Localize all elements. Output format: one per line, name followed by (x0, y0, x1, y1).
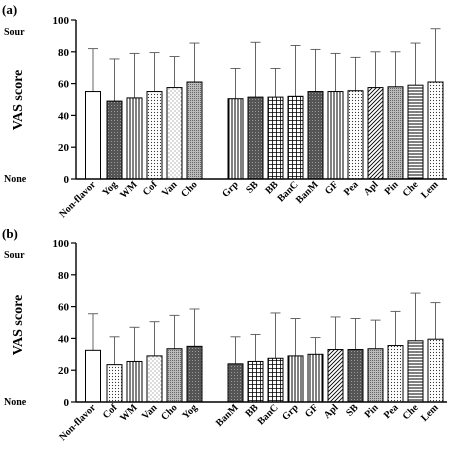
y-axis-title: VAS score (11, 70, 26, 131)
y-ticks: 0 20 40 60 80 100 (53, 238, 76, 409)
axes (75, 243, 447, 403)
y-bottom-label: None (4, 397, 27, 408)
bar (327, 91, 344, 180)
bar (186, 345, 203, 403)
category-label: Pea (342, 179, 361, 198)
category-label: Cho (159, 402, 179, 422)
category-label: Van (160, 179, 180, 199)
y-tick-label: 60 (58, 79, 70, 91)
bar (427, 81, 444, 180)
category-label: GF (323, 179, 341, 197)
category-label: Cof (101, 402, 120, 421)
category-label: Apl (362, 179, 381, 198)
bar (166, 87, 183, 180)
category-label: SB (244, 179, 261, 196)
category-label: Grp (220, 179, 241, 200)
y-axis-title: VAS score (11, 295, 26, 356)
bar (186, 81, 203, 180)
category-label: Cof (141, 179, 160, 198)
bar (347, 90, 364, 180)
panel-label: (a) (2, 2, 17, 17)
bars (85, 292, 444, 403)
bar (407, 340, 424, 403)
y-tick-label: 100 (53, 238, 70, 250)
category-label: WM (118, 179, 140, 201)
bar (367, 87, 384, 180)
bar (106, 364, 123, 403)
bar (126, 97, 143, 180)
category-label: BanM (294, 179, 321, 206)
bar (387, 345, 404, 403)
y-top-label: Sour (4, 27, 25, 38)
bar (126, 360, 143, 403)
bar (166, 348, 183, 403)
category-label: Che (401, 179, 421, 199)
category-label: Lem (419, 402, 441, 424)
bar (387, 86, 404, 180)
category-label: Pin (363, 402, 381, 420)
category-label: Pin (383, 179, 401, 197)
y-top-label: Sour (4, 250, 25, 261)
y-tick-label: 0 (64, 174, 70, 186)
bar (267, 357, 284, 403)
category-label: Grp (280, 402, 301, 423)
bar (307, 91, 324, 180)
axes (75, 20, 447, 180)
category-label: SB (344, 402, 361, 419)
y-tick-label: 60 (58, 302, 70, 314)
bars (85, 28, 444, 180)
y-tick-label: 40 (58, 110, 70, 122)
category-label: Yog (180, 402, 199, 421)
y-tick-label: 20 (58, 142, 70, 154)
category-label: BanM (214, 402, 241, 429)
category-label: BanC (256, 402, 281, 427)
category-label: Lem (419, 179, 441, 201)
bar (85, 349, 101, 403)
category-label: WM (118, 402, 140, 424)
bar (367, 348, 384, 403)
y-tick-label: 0 (64, 397, 70, 409)
bar (85, 91, 101, 180)
y-tick-label: 40 (58, 333, 70, 345)
category-label: GF (303, 402, 321, 420)
y-tick-label: 80 (58, 47, 70, 59)
bar (347, 349, 364, 403)
y-tick-label: 100 (53, 15, 70, 27)
category-label: Pea (382, 402, 401, 421)
panel-label: (b) (2, 226, 18, 241)
bar (287, 95, 304, 180)
bar (227, 98, 244, 180)
bar (407, 84, 424, 180)
bar (227, 363, 244, 403)
category-label: Van (140, 402, 160, 422)
bar (427, 338, 444, 403)
bar (146, 91, 163, 180)
bar (267, 96, 284, 180)
bar (247, 96, 264, 180)
category-label: Che (401, 402, 421, 422)
bar (327, 349, 344, 403)
bar (146, 355, 163, 403)
y-bottom-label: None (4, 174, 27, 185)
y-tick-label: 80 (58, 270, 70, 282)
bar (307, 353, 324, 403)
category-label: Cho (179, 179, 199, 199)
bar (106, 100, 123, 180)
category-label: Apl (322, 402, 341, 421)
category-label: Yog (100, 179, 119, 198)
y-ticks: 0 20 40 60 80 100 (53, 15, 76, 186)
y-tick-label: 20 (58, 365, 70, 377)
bar (287, 355, 304, 403)
bar (247, 360, 264, 403)
